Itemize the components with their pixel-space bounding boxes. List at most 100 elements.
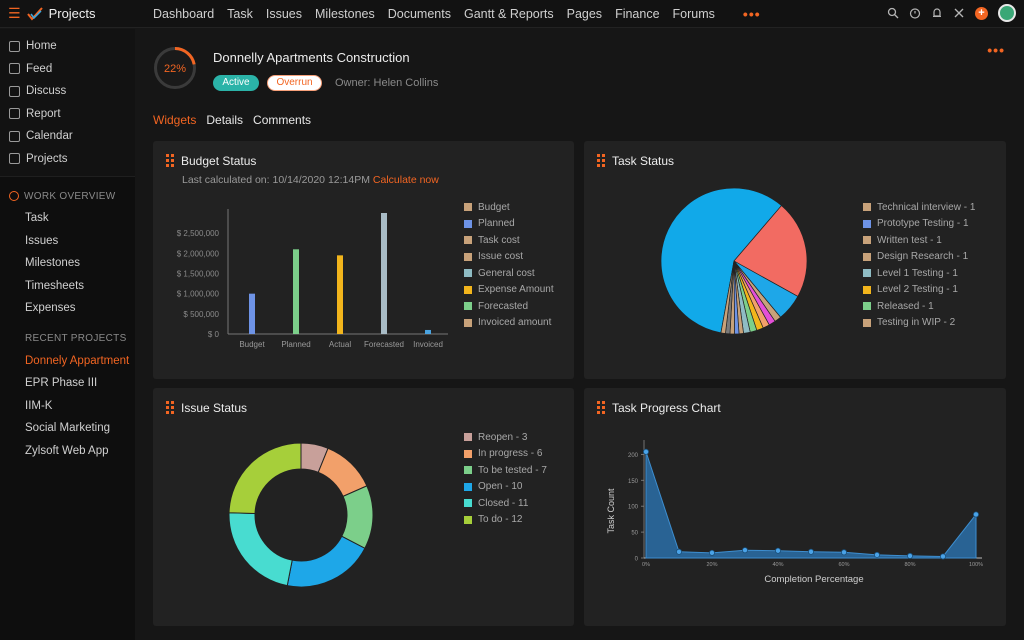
- bar[interactable]: [337, 255, 343, 334]
- data-point[interactable]: [873, 551, 880, 558]
- nav-documents[interactable]: Documents: [387, 6, 451, 21]
- issue-status-legend-item[interactable]: Closed - 11: [464, 495, 547, 512]
- sidebar-item-calendar[interactable]: Calendar: [0, 125, 135, 148]
- recent-project-item[interactable]: Zylsoft Web App: [25, 444, 109, 457]
- menu-icon[interactable]: ☰: [8, 5, 21, 21]
- legend-swatch: [464, 482, 472, 491]
- tab-widgets[interactable]: Widgets: [153, 113, 197, 127]
- pie-slice[interactable]: [733, 205, 808, 297]
- task-status-legend-item[interactable]: Released - 1: [863, 298, 975, 315]
- nav-pages[interactable]: Pages: [566, 6, 603, 21]
- drag-handle-icon[interactable]: [597, 154, 605, 167]
- legend-swatch: [464, 302, 472, 311]
- budget-legend-item[interactable]: Invoiced amount: [464, 315, 554, 332]
- task-status-legend-item[interactable]: Prototype Testing - 1: [863, 216, 975, 233]
- budget-legend-item[interactable]: Planned: [464, 216, 554, 233]
- sidebar-item-feed[interactable]: Feed: [0, 58, 135, 81]
- recent-project-item[interactable]: Donnely Appartment: [25, 354, 130, 367]
- recent-project-item[interactable]: Social Marketing: [25, 422, 111, 435]
- sidebar-item-issues[interactable]: Issues: [25, 234, 59, 247]
- bar[interactable]: [425, 329, 431, 334]
- recent-project-item[interactable]: IIM-K: [25, 399, 53, 412]
- nav-task[interactable]: Task: [227, 6, 253, 21]
- legend-label: Level 1 Testing - 1: [877, 267, 958, 279]
- tab-details[interactable]: Details: [206, 113, 244, 127]
- nav-dashboard[interactable]: Dashboard: [153, 6, 215, 21]
- data-point[interactable]: [972, 511, 979, 518]
- x-tick-label: Invoiced: [413, 340, 443, 349]
- issue-status-legend-item[interactable]: In progress - 6: [464, 446, 547, 463]
- donut-slice[interactable]: [228, 512, 293, 587]
- bar[interactable]: [293, 249, 299, 334]
- brand[interactable]: ☰ Projects: [0, 0, 135, 28]
- legend-label: General cost: [478, 267, 535, 279]
- status-badge[interactable]: Active: [213, 75, 259, 91]
- drag-handle-icon[interactable]: [166, 401, 174, 414]
- search-icon[interactable]: [887, 7, 899, 19]
- sidebar-item-home[interactable]: Home: [0, 35, 135, 58]
- donut-slice[interactable]: [286, 535, 366, 588]
- data-point[interactable]: [643, 448, 650, 455]
- data-point[interactable]: [676, 548, 683, 555]
- pie-slice[interactable]: [720, 260, 735, 334]
- budget-legend-item[interactable]: Expense Amount: [464, 282, 554, 299]
- pie-slice[interactable]: [660, 187, 783, 334]
- sidebar-item-projects[interactable]: Projects: [0, 148, 135, 171]
- task-progress-widget: Task Progress Chart 0 50 100 150 200 0% 20% 40%…: [584, 388, 1006, 626]
- task-status-legend-item[interactable]: Written test - 1: [863, 232, 975, 249]
- issue-status-legend-item[interactable]: To do - 12: [464, 512, 547, 529]
- data-point[interactable]: [906, 552, 913, 559]
- task-status-legend-item[interactable]: Design Research - 1: [863, 249, 975, 266]
- bar[interactable]: [249, 293, 255, 334]
- x-tick-label: 20%: [706, 562, 717, 568]
- project-more-icon[interactable]: •••: [987, 42, 1005, 58]
- sidebar-item-task[interactable]: Task: [25, 212, 49, 225]
- recent-project-item[interactable]: EPR Phase III: [25, 377, 98, 390]
- nav-forums[interactable]: Forums: [672, 6, 715, 21]
- nav-more-icon[interactable]: •••: [742, 5, 761, 22]
- issue-status-legend-item[interactable]: Reopen - 3: [464, 429, 547, 446]
- sidebar-item-expenses[interactable]: Expenses: [25, 302, 76, 315]
- tab-comments[interactable]: Comments: [253, 113, 312, 127]
- work-overview-heading[interactable]: WORK OVERVIEW: [0, 185, 135, 207]
- task-status-legend-item[interactable]: Level 2 Testing - 1: [863, 282, 975, 299]
- sidebar-item-milestones[interactable]: Milestones: [25, 257, 80, 270]
- timer-icon[interactable]: [909, 7, 921, 19]
- data-point[interactable]: [840, 549, 847, 556]
- nav-gantt-reports[interactable]: Gantt & Reports: [463, 6, 554, 21]
- sidebar-item-discuss[interactable]: Discuss: [0, 80, 135, 103]
- legend-swatch: [863, 203, 871, 212]
- issue-status-legend-item[interactable]: Open - 10: [464, 479, 547, 496]
- calculate-now-link[interactable]: Calculate now: [372, 174, 439, 186]
- budget-legend-item[interactable]: Issue cost: [464, 249, 554, 266]
- nav-issues[interactable]: Issues: [265, 6, 302, 21]
- data-point[interactable]: [807, 548, 814, 555]
- drag-handle-icon[interactable]: [166, 154, 174, 167]
- drag-handle-icon[interactable]: [597, 401, 605, 414]
- data-point[interactable]: [774, 547, 781, 554]
- nav-milestones[interactable]: Milestones: [315, 6, 375, 21]
- avatar[interactable]: [998, 4, 1016, 22]
- budget-legend-item[interactable]: Task cost: [464, 232, 554, 249]
- sidebar-item-report[interactable]: Report: [0, 103, 135, 126]
- sidebar-item-timesheets[interactable]: Timesheets: [25, 279, 85, 292]
- report-icon: [9, 108, 20, 120]
- data-point[interactable]: [709, 549, 716, 556]
- donut-slice[interactable]: [228, 442, 302, 515]
- data-point[interactable]: [939, 553, 946, 560]
- add-icon[interactable]: +: [975, 6, 988, 20]
- budget-legend-item[interactable]: General cost: [464, 265, 554, 282]
- bar[interactable]: [381, 213, 387, 334]
- issue-status-legend-item[interactable]: To be tested - 7: [464, 462, 547, 479]
- task-status-legend-item[interactable]: Level 1 Testing - 1: [863, 265, 975, 282]
- legend-label: Forecasted: [478, 300, 529, 312]
- nav-finance[interactable]: Finance: [615, 6, 660, 21]
- task-status-legend-item[interactable]: Technical interview - 1: [863, 199, 975, 216]
- budget-legend-item[interactable]: Forecasted: [464, 298, 554, 315]
- legend-label: Written test - 1: [877, 234, 942, 246]
- budget-legend-item[interactable]: Budget: [464, 199, 554, 216]
- task-status-legend-item[interactable]: Testing in WIP - 2: [863, 315, 975, 332]
- data-point[interactable]: [741, 547, 748, 554]
- tools-icon[interactable]: [953, 7, 965, 19]
- bell-icon[interactable]: [931, 7, 943, 19]
